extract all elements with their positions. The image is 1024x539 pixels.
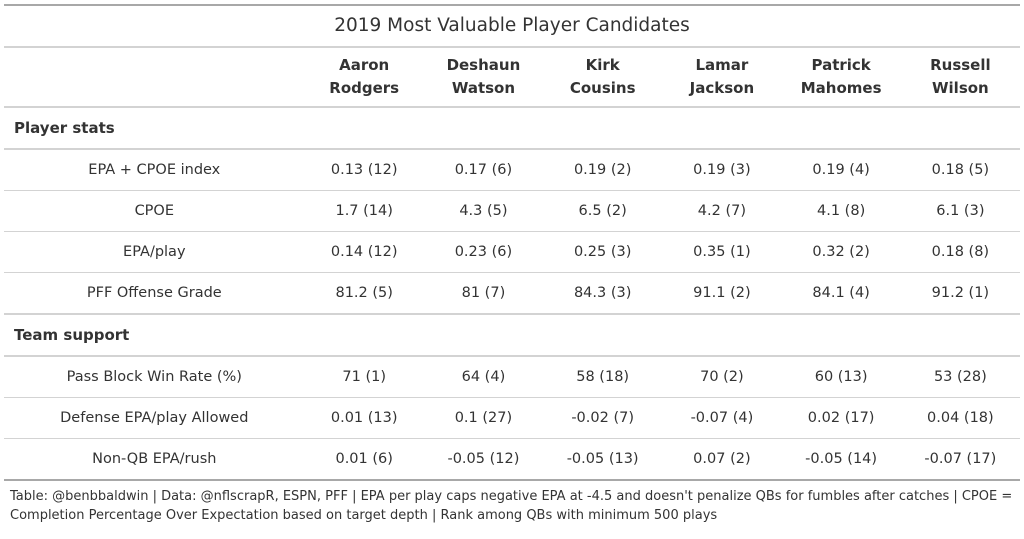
table-row: EPA/play 0.14 (12) 0.23 (6) 0.25 (3) 0.3… [4, 231, 1020, 273]
table-cell: -0.07 (4) [662, 397, 782, 439]
table-cell: 91.2 (1) [900, 272, 1020, 314]
table-cell: 84.3 (3) [543, 272, 663, 314]
table-cell: 0.07 (2) [662, 438, 782, 481]
table-cell: 60 (13) [781, 355, 901, 398]
player-last-name: Watson [451, 79, 516, 97]
player-first-name: Lamar [695, 56, 749, 74]
row-label: Non-QB EPA/rush [4, 438, 305, 481]
mvp-table-container: 2019 Most Valuable Player Candidates Aar… [4, 4, 1020, 525]
table-cell: 4.3 (5) [423, 190, 544, 232]
table-cell: 6.1 (3) [900, 190, 1020, 232]
table-cell: 84.1 (4) [781, 272, 901, 314]
group-header-row: Player stats [4, 106, 1020, 150]
table-cell: 0.19 (2) [543, 148, 663, 191]
table-cell: 81.2 (5) [304, 272, 424, 314]
table-row: Non-QB EPA/rush 0.01 (6) -0.05 (12) -0.0… [4, 438, 1020, 481]
table-cell: 81 (7) [423, 272, 544, 314]
table-cell: 70 (2) [662, 355, 782, 398]
table-cell: 0.14 (12) [304, 231, 424, 273]
table-title: 2019 Most Valuable Player Candidates [4, 6, 1020, 48]
table-row: EPA + CPOE index 0.13 (12) 0.17 (6) 0.19… [4, 148, 1020, 191]
group-header-row: Team support [4, 313, 1020, 357]
table-cell: 0.13 (12) [304, 148, 424, 191]
row-label: PFF Offense Grade [4, 272, 305, 314]
column-header: Patrick Mahomes [782, 48, 901, 107]
table-cell: 0.25 (3) [543, 231, 663, 273]
table-cell: 58 (18) [543, 355, 663, 398]
row-label: CPOE [4, 190, 305, 232]
table-cell: -0.05 (13) [543, 438, 663, 481]
table-cell: 0.18 (5) [900, 148, 1020, 191]
player-last-name: Wilson [932, 79, 989, 97]
player-last-name: Mahomes [800, 79, 882, 97]
table-cell: 0.02 (17) [781, 397, 901, 439]
table-cell: 0.19 (3) [662, 148, 782, 191]
group-label: Player stats [4, 106, 1020, 150]
column-header: Aaron Rodgers [305, 48, 424, 107]
player-last-name: Jackson [689, 79, 755, 97]
table-cell: 0.17 (6) [423, 148, 544, 191]
table-row: CPOE 1.7 (14) 4.3 (5) 6.5 (2) 4.2 (7) 4.… [4, 190, 1020, 232]
player-last-name: Cousins [569, 79, 636, 97]
row-label: EPA/play [4, 231, 305, 273]
column-header: Kirk Cousins [543, 48, 662, 107]
table-cell: 91.1 (2) [662, 272, 782, 314]
table-cell: 0.23 (6) [423, 231, 544, 273]
table-cell: 6.5 (2) [543, 190, 663, 232]
table-cell: -0.07 (17) [900, 438, 1020, 481]
table-cell: 71 (1) [304, 355, 424, 398]
group-label: Team support [4, 313, 1020, 357]
column-header: Lamar Jackson [662, 48, 781, 107]
row-label: Defense EPA/play Allowed [4, 397, 305, 439]
table-cell: 0.35 (1) [662, 231, 782, 273]
table-cell: 4.1 (8) [781, 190, 901, 232]
table-row: PFF Offense Grade 81.2 (5) 81 (7) 84.3 (… [4, 272, 1020, 314]
row-label: Pass Block Win Rate (%) [4, 355, 305, 398]
table-cell: -0.05 (12) [423, 438, 544, 481]
player-first-name: Kirk [585, 56, 620, 74]
table-cell: 64 (4) [423, 355, 544, 398]
player-last-name: Rodgers [329, 79, 400, 97]
row-label: EPA + CPOE index [4, 148, 305, 191]
table-cell: 0.1 (27) [423, 397, 544, 439]
column-header: Russell Wilson [901, 48, 1020, 107]
table-cell: 0.01 (13) [304, 397, 424, 439]
table-cell: 4.2 (7) [662, 190, 782, 232]
table-cell: 0.19 (4) [781, 148, 901, 191]
table-cell: 53 (28) [900, 355, 1020, 398]
table-row: Defense EPA/play Allowed 0.01 (13) 0.1 (… [4, 397, 1020, 439]
table-footnote: Table: @benbbaldwin | Data: @nflscrapR, … [10, 489, 1013, 523]
table-cell: 0.04 (18) [900, 397, 1020, 439]
table-cell: -0.02 (7) [543, 397, 663, 439]
column-header: Deshaun Watson [424, 48, 543, 107]
table-cell: 1.7 (14) [304, 190, 424, 232]
player-first-name: Deshaun [446, 56, 521, 74]
table-cell: 0.01 (6) [304, 438, 424, 481]
table-cell: 0.18 (8) [900, 231, 1020, 273]
mvp-table: Aaron Rodgers Deshaun Watson Kirk Cousins L… [4, 48, 1020, 481]
player-first-name: Aaron [339, 56, 390, 74]
header-row: Aaron Rodgers Deshaun Watson Kirk Cousins L… [4, 48, 1020, 107]
player-first-name: Russell [930, 56, 991, 74]
player-first-name: Patrick [811, 56, 871, 74]
header-stub [4, 48, 305, 107]
table-row: Pass Block Win Rate (%) 71 (1) 64 (4) 58… [4, 355, 1020, 398]
table-cell: 0.32 (2) [781, 231, 901, 273]
table-cell: -0.05 (14) [781, 438, 901, 481]
